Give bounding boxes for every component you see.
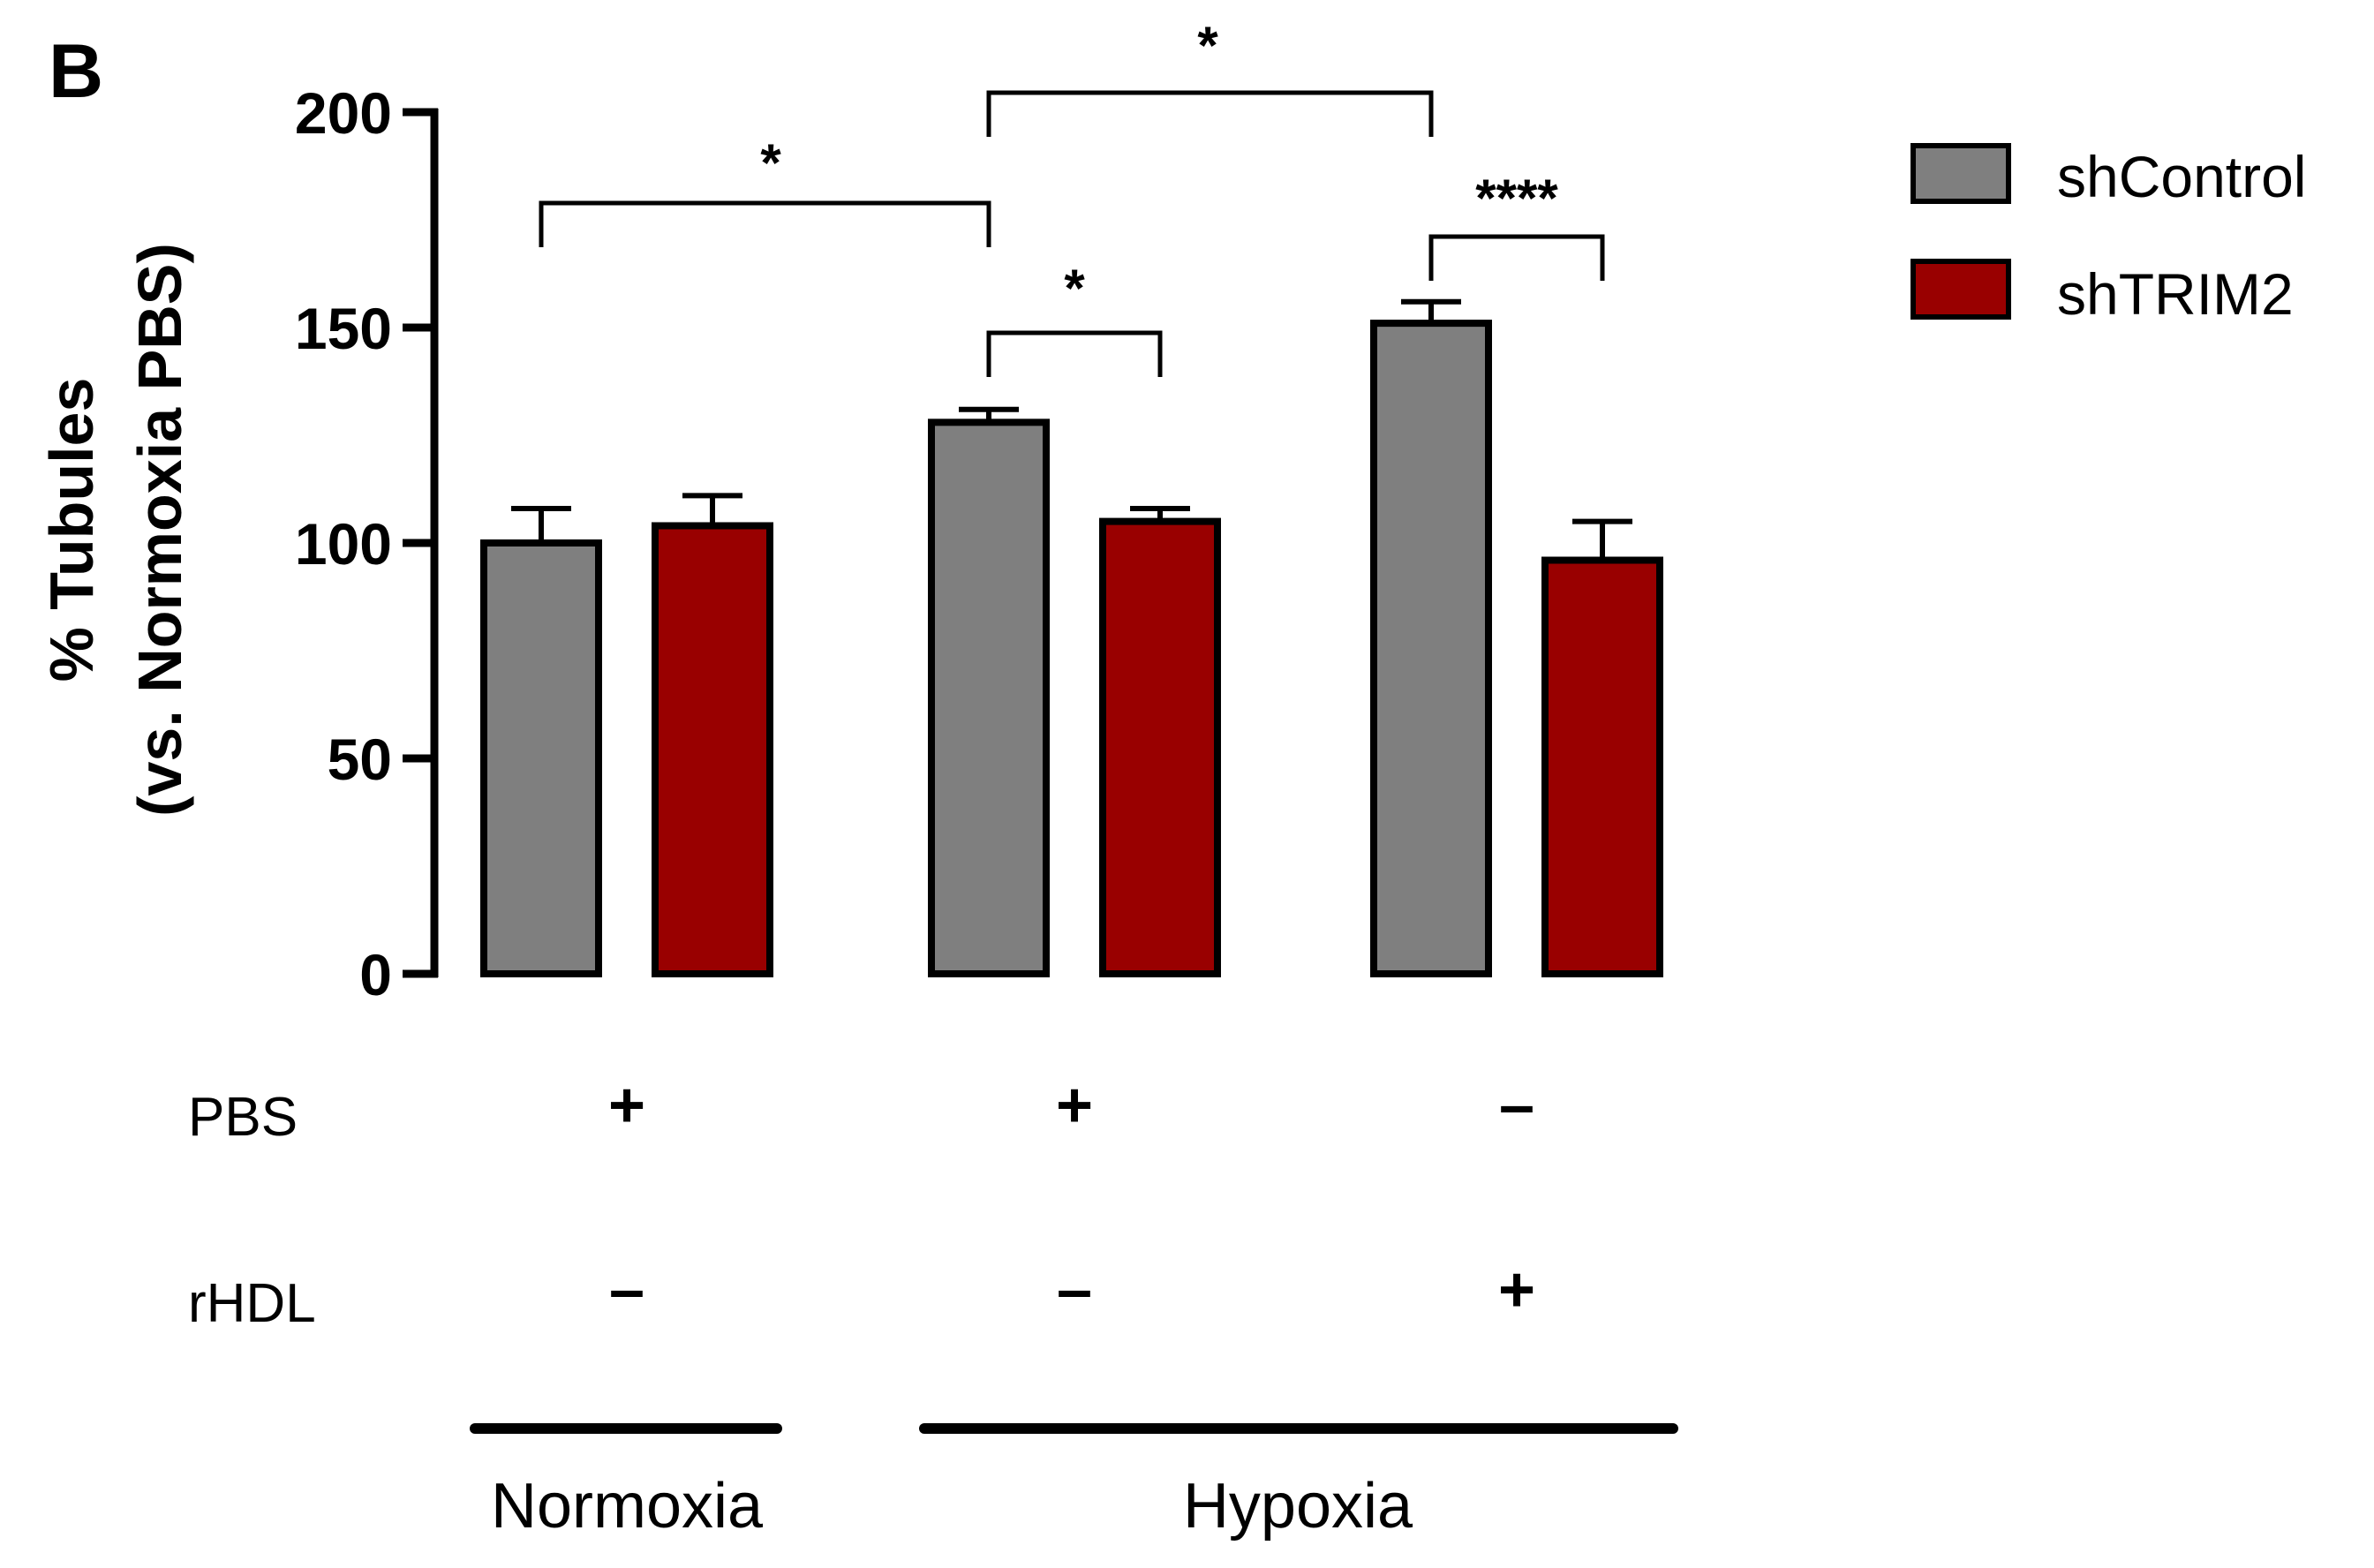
error-bar-shcontrol-hypoxia-rhdl — [1401, 298, 1461, 324]
legend-label-shtrim2: shTRIM2 — [2057, 261, 2294, 327]
y-tick-label-100: 100 — [295, 511, 392, 577]
legend-swatch-shtrim2 — [1911, 259, 2011, 320]
bar-shtrim2-hypoxia-pbs — [1099, 517, 1221, 977]
pbs-sign-hypoxia: + — [1056, 1070, 1093, 1141]
bar-shtrim2-normoxia-pbs — [652, 522, 773, 977]
legend: shControl shTRIM2 — [1911, 143, 2306, 327]
error-bar-shtrim2-normoxia-pbs — [682, 493, 742, 526]
error-bar-shtrim2-hypoxia-rhdl — [1572, 518, 1632, 561]
rhdl-sign-hypoxia: – — [1057, 1255, 1092, 1325]
y-tick-label-0: 0 — [359, 942, 392, 1007]
bars — [480, 320, 1663, 978]
y-axis-title-line-2: (vs. Normoxia PBS) — [125, 243, 194, 817]
bar-shcontrol-hypoxia-pbs — [928, 418, 1050, 977]
treatment-table: PBS rHDL + + – – – + — [188, 1070, 1535, 1334]
significance-label-1: * — [760, 133, 781, 192]
y-tick-label-200: 200 — [295, 80, 392, 146]
treatment-label-pbs: PBS — [188, 1087, 298, 1148]
significance-label-2: * — [1197, 16, 1218, 75]
group-label-hypoxia: Hypoxia — [1183, 1471, 1413, 1542]
y-tick-label-50: 50 — [328, 727, 392, 792]
pbs-sign-hypoxia-rhdl: – — [1499, 1070, 1534, 1141]
rhdl-sign-hypoxia-rhdl: + — [1498, 1255, 1535, 1325]
significance-bracket-2 — [986, 90, 1434, 137]
error-bar-shtrim2-hypoxia-pbs — [1130, 505, 1190, 522]
panel-label: B — [49, 29, 103, 114]
significance-label-4: **** — [1475, 169, 1558, 228]
significance-bracket-3 — [986, 330, 1163, 377]
y-axis-title: % Tubules (vs. Normoxia PBS) — [37, 243, 194, 817]
significance-label-3: * — [1064, 259, 1085, 318]
bar-shtrim2-hypoxia-rhdl — [1541, 556, 1663, 978]
group-labels: Normoxia Hypoxia — [470, 1423, 1678, 1542]
legend-label-shcontrol: shControl — [2057, 144, 2306, 209]
significance-bracket-1 — [539, 200, 991, 247]
significance-bracket-4 — [1428, 234, 1605, 281]
y-tick-label-150: 150 — [295, 296, 392, 361]
error-bars — [511, 298, 1632, 561]
bar-shcontrol-hypoxia-rhdl — [1370, 320, 1492, 977]
legend-swatch-shcontrol — [1911, 143, 2011, 204]
y-ticks: 0 50 100 150 200 — [295, 80, 438, 1007]
group-label-normoxia: Normoxia — [491, 1471, 764, 1542]
y-axis-title-line-1: % Tubules — [37, 378, 106, 682]
error-bar-shcontrol-hypoxia-pbs — [959, 406, 1019, 423]
treatment-label-rhdl: rHDL — [188, 1273, 316, 1334]
error-bar-shcontrol-normoxia-pbs — [511, 505, 571, 543]
bar-shcontrol-normoxia-pbs — [480, 539, 602, 977]
significance-brackets: ******* — [539, 16, 1605, 377]
rhdl-sign-normoxia: – — [609, 1255, 644, 1325]
pbs-sign-normoxia: + — [608, 1070, 645, 1141]
